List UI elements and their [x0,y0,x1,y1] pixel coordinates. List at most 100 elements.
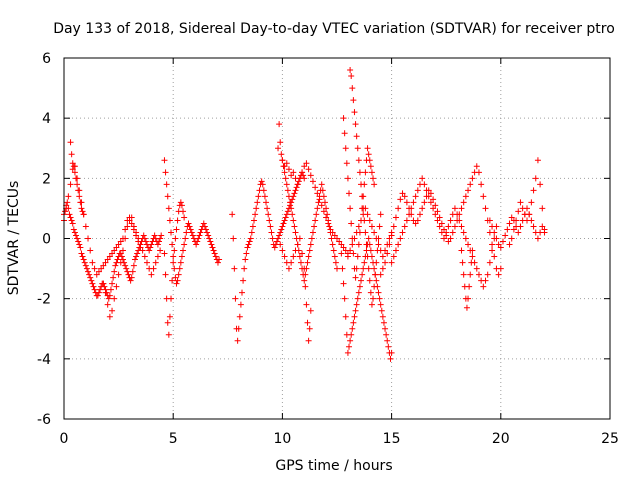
data-point [465,187,472,194]
data-point [348,220,355,227]
data-point [288,172,295,179]
data-point [352,121,359,128]
data-point [362,229,369,236]
data-point [237,301,244,308]
data-point [403,217,410,224]
data-point [285,193,292,200]
data-point [432,211,439,218]
data-point [354,253,361,260]
data-point [320,208,327,215]
data-point [423,187,430,194]
y-tick-label: -2 [37,292,51,308]
data-point [150,265,157,272]
data-point [465,241,472,248]
data-point [290,253,297,260]
data-point [378,307,385,314]
series-arc-3 [67,139,87,218]
data-point [297,259,304,266]
data-point [242,256,249,263]
series-arc-10 [277,235,314,344]
data-point [181,214,188,221]
data-point [140,232,147,239]
data-point [436,223,443,230]
data-point [194,238,201,245]
data-point [456,217,463,224]
data-point [90,283,97,290]
series-arc-4 [100,214,164,320]
data-point [279,247,286,254]
data-point [395,241,402,248]
data-point [473,163,480,170]
data-point [253,205,260,212]
data-point [299,169,306,176]
data-point [118,253,125,260]
data-point [178,253,185,260]
data-point [504,226,511,233]
data-point [80,211,87,218]
data-point [264,205,271,212]
data-point [267,223,274,230]
data-point [231,265,238,272]
data-point [269,235,276,242]
data-point [273,238,280,245]
data-point [355,241,362,248]
data-point [170,253,177,260]
data-point [85,268,92,275]
data-point [130,223,137,230]
series-arc-14 [377,163,504,278]
data-point [451,205,458,212]
data-point [462,235,469,242]
data-point [290,217,297,224]
data-point [419,205,426,212]
data-point [113,244,120,251]
data-point [200,220,207,227]
data-point [366,157,373,164]
data-point [83,265,90,272]
y-tick-label: 0 [42,232,51,248]
data-point [77,244,84,251]
data-point [71,229,78,236]
data-point [416,211,423,218]
data-point [212,253,219,260]
data-point [287,199,294,206]
data-point [124,268,131,275]
data-point [282,175,289,182]
data-point [279,157,286,164]
data-point [462,193,469,200]
data-point [284,208,291,215]
data-point [279,223,286,230]
data-point [421,181,428,188]
data-point [86,271,93,278]
data-point [102,259,109,266]
data-point [469,247,476,254]
data-point [161,250,168,257]
data-point [74,235,81,242]
data-point [392,247,399,254]
data-point [379,265,386,272]
data-point [176,265,183,272]
data-point [77,199,84,206]
data-point [206,235,213,242]
data-point [371,181,378,188]
data-point [265,211,272,218]
data-point [296,235,303,242]
data-point [295,178,302,185]
data-point [173,280,180,287]
data-point [323,214,330,221]
data-point [401,193,408,200]
data-point [355,223,362,230]
data-point [169,241,176,248]
data-point [260,187,267,194]
data-point [133,253,140,260]
data-point [530,187,537,194]
data-point [111,247,118,254]
data-point [441,226,448,233]
data-point [278,226,285,233]
data-point [182,235,189,242]
data-point [314,190,321,197]
data-point [87,247,94,254]
data-point [238,289,245,296]
data-point [377,211,384,218]
data-point [195,235,202,242]
data-point [401,223,408,230]
